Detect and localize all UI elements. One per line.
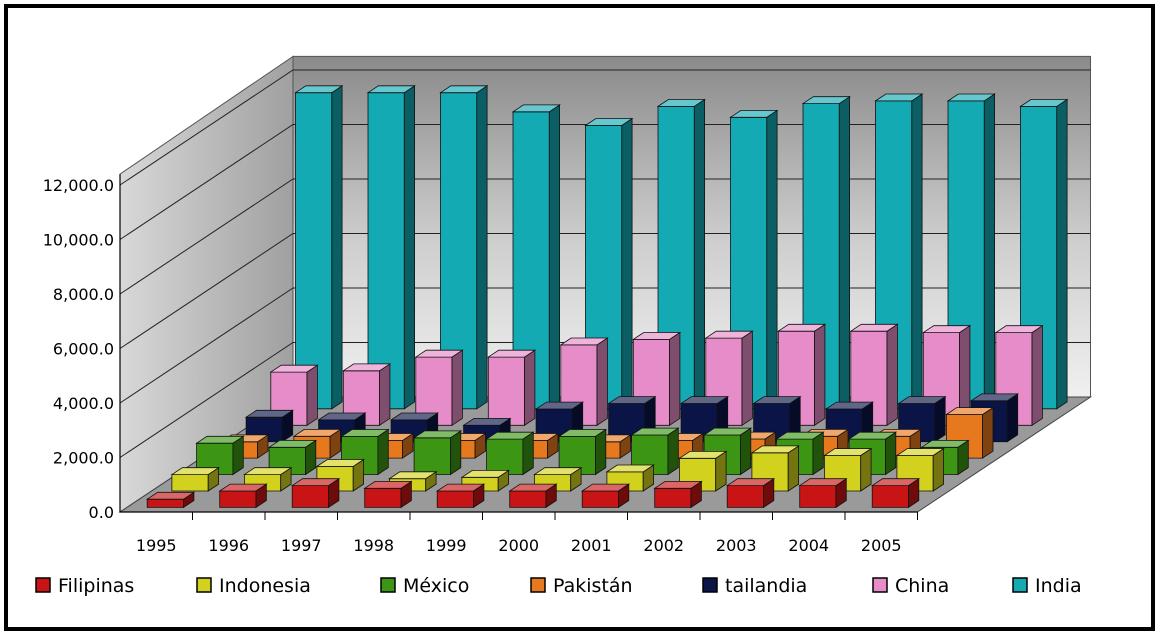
legend-item-indonesia: Indonesia (196, 575, 311, 597)
x-tick-label: 2005 (861, 536, 902, 555)
legend-item-méxico: México (380, 575, 469, 597)
bar-filipinas-2003 (725, 477, 776, 509)
legend-item-pakistán: Pakistán (530, 575, 633, 597)
legend-swatch (702, 577, 718, 593)
gridline (119, 69, 1091, 186)
bar-india-1997 (439, 85, 489, 410)
y-axis-ticks: 0.0 2,000.0 4,000.0 6,000.0 8,000.0 10,000.0 1… (43, 176, 114, 522)
bar-filipinas-2000 (508, 483, 558, 509)
bar-india-1996 (366, 85, 416, 410)
legend-label: China (895, 575, 949, 597)
x-tick-label: 2000 (498, 536, 539, 555)
bar-filipinas-2001 (580, 483, 631, 509)
y-tick-label: 10,000.0 (43, 231, 114, 250)
legend: Filipinas Indonesia México Pakistán tailandi… (35, 575, 1082, 597)
legend-item-tailandia: tailandia (702, 575, 807, 597)
bar-méxico-1998 (412, 430, 463, 476)
x-tick-label: 1999 (426, 536, 467, 555)
legend-label: Filipinas (58, 575, 134, 597)
legend-label: India (1035, 575, 1082, 597)
x-tick-label: 1997 (281, 536, 322, 555)
legend-label: tailandia (725, 575, 807, 597)
legend-label: Pakistán (553, 575, 633, 597)
y-tick-label: 2,000.0 (53, 449, 114, 468)
bar-méxico-2000 (557, 428, 608, 476)
legend-swatch (872, 577, 888, 593)
bar-filipinas-1999 (435, 483, 486, 509)
x-tick-label: 2002 (643, 536, 684, 555)
x-tick-label: 2003 (716, 536, 757, 555)
bar-filipinas-1997 (290, 477, 341, 509)
legend-swatch (530, 577, 546, 593)
bar-méxico-1996 (267, 439, 318, 476)
bar-filipinas-1995 (145, 491, 196, 509)
y-tick-label: 0.0 (89, 503, 114, 522)
x-axis-ticks: 1995 1996 1997 1998 1999 2000 2001 2002 2003 2004… (136, 512, 918, 555)
bars (145, 85, 1069, 509)
bar-filipinas-2002 (653, 480, 703, 509)
y-tick-label: 4,000.0 (53, 394, 114, 413)
x-tick-label: 1995 (136, 536, 177, 555)
bar-india-1998 (511, 104, 561, 410)
bar-china-1997 (414, 349, 464, 427)
bar-méxico-1999 (485, 431, 535, 476)
y-tick-label: 6,000.0 (53, 340, 114, 359)
x-tick-label: 1998 (353, 536, 394, 555)
bar-méxico-1995 (195, 435, 245, 476)
legend-swatch (1012, 577, 1028, 593)
bar-china-1998 (486, 349, 537, 427)
legend-item-india: India (1012, 575, 1082, 597)
bar-filipinas-1998 (363, 480, 413, 509)
legend-swatch (196, 577, 212, 593)
y-tick-label: 8,000.0 (53, 285, 114, 304)
legend-label: Indonesia (219, 575, 311, 597)
legend-swatch (35, 577, 51, 593)
y-tick-label: 12,000.0 (43, 176, 114, 195)
legend-label: México (403, 575, 469, 597)
bar-filipinas-2005 (870, 477, 921, 509)
bar-filipinas-2004 (798, 477, 848, 509)
bar-indonesia-1996 (243, 466, 293, 492)
x-tick-label: 2004 (788, 536, 829, 555)
legend-item-china: China (872, 575, 949, 597)
legend-item-filipinas: Filipinas (35, 575, 134, 597)
bar-pakistán-2005 (945, 406, 995, 459)
bar-china-2001 (704, 330, 754, 427)
x-tick-label: 1996 (208, 536, 249, 555)
bar-india-1995 (294, 85, 344, 410)
legend-swatch (380, 577, 396, 593)
bar-filipinas-1996 (218, 483, 268, 509)
bar-china-1996 (341, 363, 392, 427)
x-tick-label: 2001 (571, 536, 612, 555)
bar-indonesia-1995 (170, 466, 220, 492)
